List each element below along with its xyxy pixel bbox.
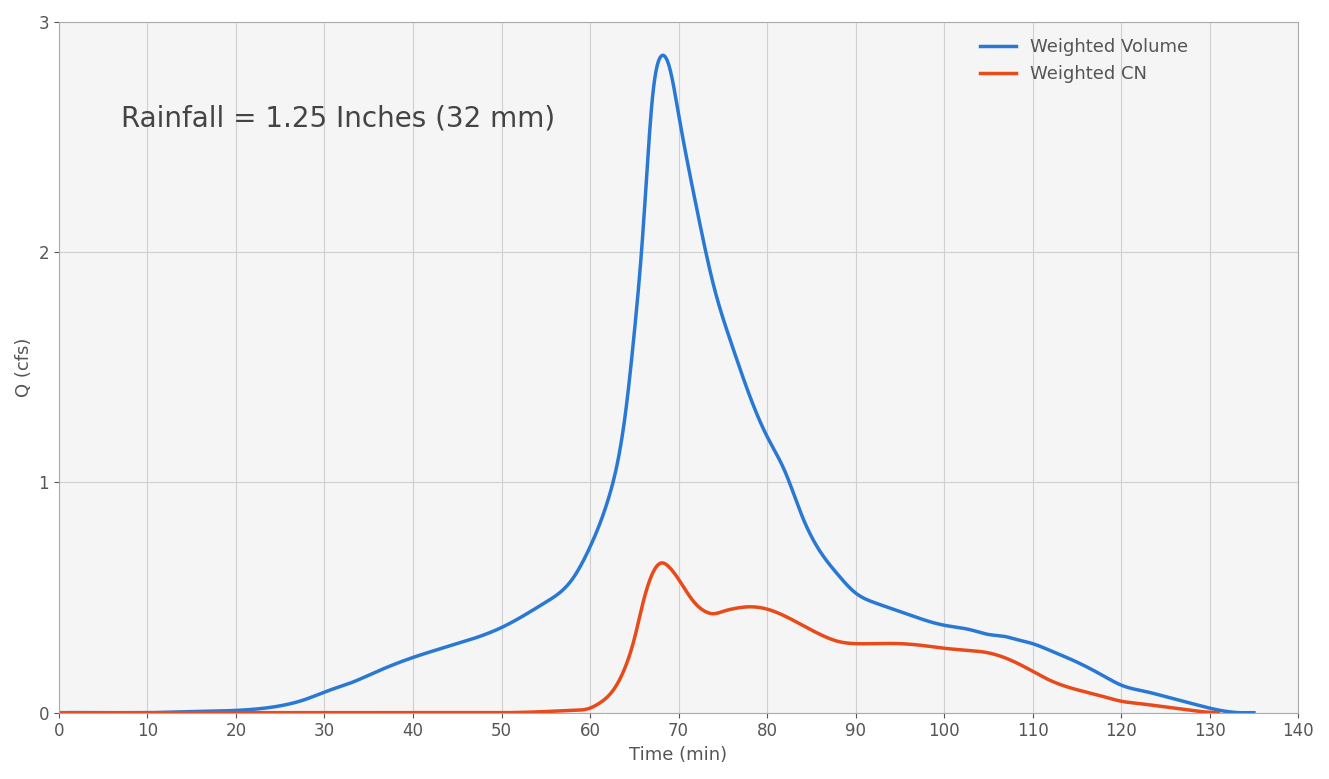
Weighted CN <box>1211 708 1227 717</box>
Line: Weighted Volume: Weighted Volume <box>58 55 1255 713</box>
Line: Weighted CN: Weighted CN <box>58 563 1219 713</box>
Weighted CN <box>110 708 126 717</box>
Y-axis label: Q (cfs): Q (cfs) <box>15 337 33 397</box>
Weighted CN <box>1177 705 1193 714</box>
Text: Rainfall = 1.25 Inches (32 mm): Rainfall = 1.25 Inches (32 mm) <box>121 105 556 133</box>
Weighted CN <box>51 708 66 717</box>
Weighted CN <box>965 646 981 655</box>
Weighted CN <box>1177 705 1193 714</box>
Weighted CN <box>654 559 670 568</box>
Weighted Volume <box>655 51 671 60</box>
Weighted Volume <box>993 631 1009 640</box>
Legend: Weighted Volume, Weighted CN: Weighted Volume, Weighted CN <box>973 31 1196 90</box>
X-axis label: Time (min): Time (min) <box>630 746 727 764</box>
Weighted Volume <box>633 266 649 276</box>
Weighted CN <box>583 703 599 712</box>
Weighted Volume <box>1247 708 1263 717</box>
Weighted CN <box>615 668 631 678</box>
Weighted Volume <box>1212 706 1228 715</box>
Weighted Volume <box>112 708 128 717</box>
Weighted Volume <box>51 708 66 717</box>
Weighted Volume <box>601 495 617 504</box>
Weighted Volume <box>1211 706 1227 715</box>
